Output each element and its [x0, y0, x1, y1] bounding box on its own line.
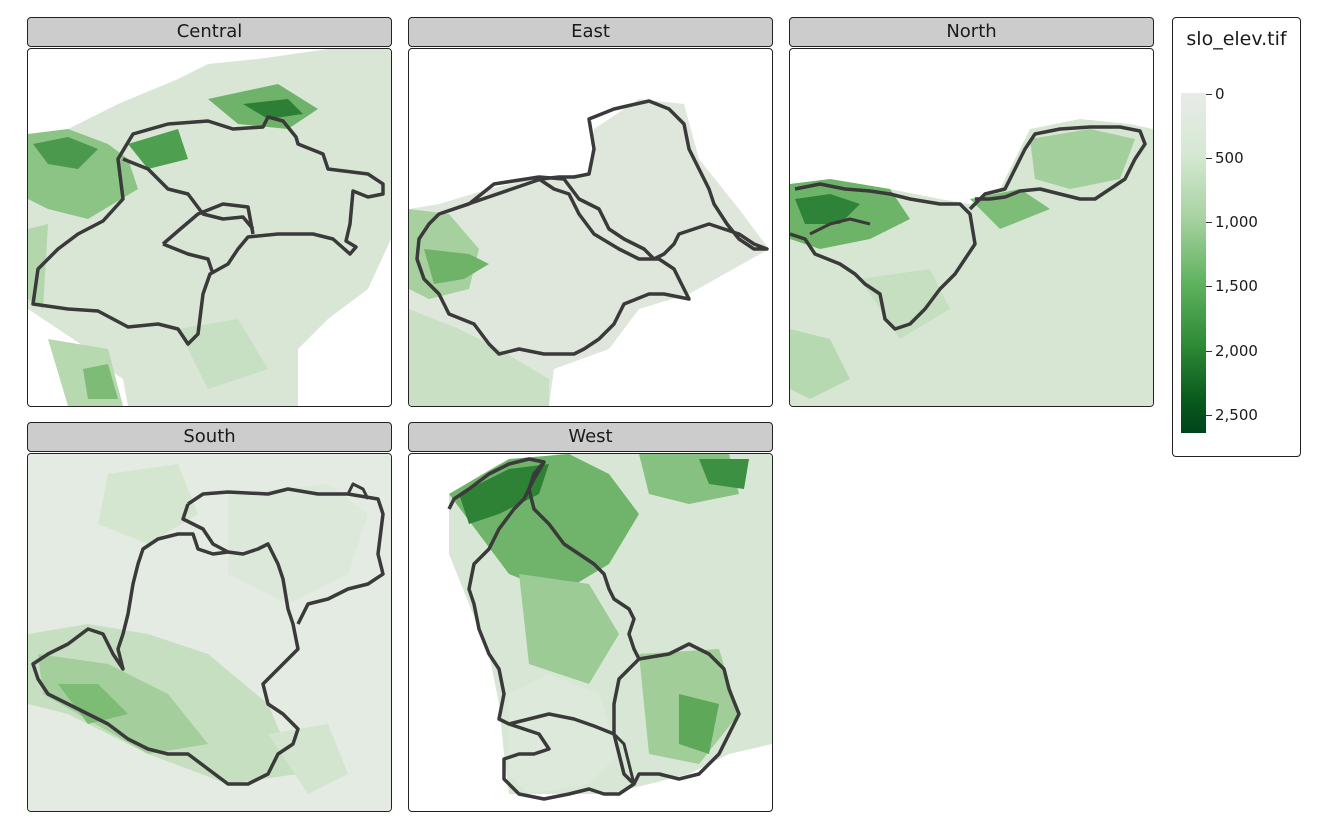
legend-tick: [1206, 158, 1212, 160]
elevation-raster-central: [28, 49, 391, 406]
legend-tick-label: 500: [1215, 149, 1244, 168]
map-central[interactable]: [27, 48, 392, 407]
legend-color-bar: [1181, 93, 1206, 433]
map-west[interactable]: [408, 453, 773, 812]
facet-label-south: South: [27, 422, 392, 452]
elevation-raster-east: [409, 99, 769, 406]
map-south[interactable]: [27, 453, 392, 812]
legend-tick-label: 2,000: [1215, 341, 1258, 360]
map-north[interactable]: [789, 48, 1154, 407]
elevation-raster-west: [447, 454, 772, 801]
legend-tick: [1206, 414, 1212, 416]
legend-tick-label: 1,500: [1215, 277, 1258, 296]
elevation-raster-south: [28, 454, 391, 811]
legend-tick: [1206, 350, 1212, 352]
legend-tick: [1206, 286, 1212, 288]
facet-label-east: East: [408, 17, 773, 47]
elevation-raster-north: [790, 119, 1153, 406]
legend-tick: [1206, 94, 1212, 95]
legend: slo_elev.tif 0 500 1,000 1,500 2,000 2,500: [1172, 17, 1301, 457]
facet-label-west: West: [408, 422, 773, 452]
legend-tick: [1206, 222, 1212, 224]
facet-label-north: North: [789, 17, 1154, 47]
legend-tick-label: 0: [1215, 85, 1225, 103]
map-east[interactable]: [408, 48, 773, 407]
facet-label-central: Central: [27, 17, 392, 47]
legend-tick-label: 1,000: [1215, 213, 1258, 232]
legend-title: slo_elev.tif: [1186, 28, 1287, 50]
legend-tick-label: 2,500: [1215, 405, 1258, 424]
